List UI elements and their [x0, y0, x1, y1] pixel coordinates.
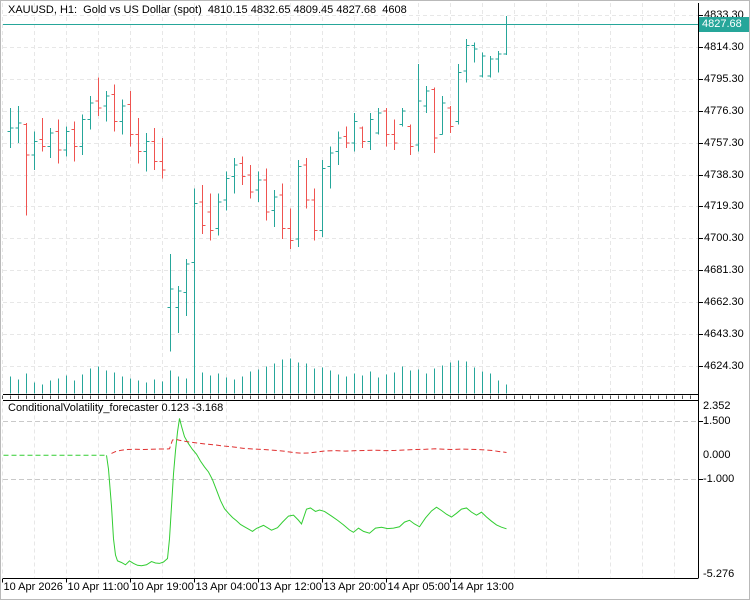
indicator-tick-label: -1.000 — [703, 473, 735, 485]
time-tick-label: 14 Apr 05:00 — [387, 581, 450, 593]
time-tick-label: 14 Apr 13:00 — [451, 581, 514, 593]
price-tick-label: 4700.30 — [704, 232, 744, 244]
price-tick-label: 4738.30 — [704, 169, 744, 181]
indicator-tick-label: 0.000 — [703, 449, 731, 461]
current-price-badge: 4827.68 — [699, 17, 749, 32]
price-tick-label: 4681.30 — [704, 264, 744, 276]
price-tick-label: 4795.30 — [704, 73, 744, 85]
price-tick-label: 4776.30 — [704, 105, 744, 117]
price-tick-label: 4719.30 — [704, 200, 744, 212]
price-tick-label: 4624.30 — [704, 360, 744, 372]
indicator-title: ConditionalVolatility_forecaster 0.123 -… — [8, 402, 224, 414]
time-tick-label: 10 Apr 11:00 — [67, 581, 130, 593]
indicator-tick-label: 2.352 — [703, 400, 731, 412]
chart-title: XAUUSD, H1: Gold vs US Dollar (spot) 481… — [8, 4, 407, 16]
price-tick-label: 4833.30 — [704, 9, 744, 21]
indicator-tick-label: 1.500 — [703, 415, 731, 427]
time-tick-label: 10 Apr 2026 — [3, 581, 63, 593]
price-tick-label: 4757.30 — [704, 137, 744, 149]
price-tick-label: 4814.30 — [704, 41, 744, 53]
time-tick-label: 10 Apr 19:00 — [131, 581, 194, 593]
time-tick-label: 13 Apr 12:00 — [259, 581, 322, 593]
time-tick-label: 13 Apr 20:00 — [323, 581, 386, 593]
indicator-tick-label: -5.276 — [703, 568, 735, 580]
price-tick-label: 4643.30 — [704, 328, 744, 340]
price-tick-label: 4662.30 — [704, 296, 744, 308]
time-tick-label: 13 Apr 04:00 — [195, 581, 258, 593]
